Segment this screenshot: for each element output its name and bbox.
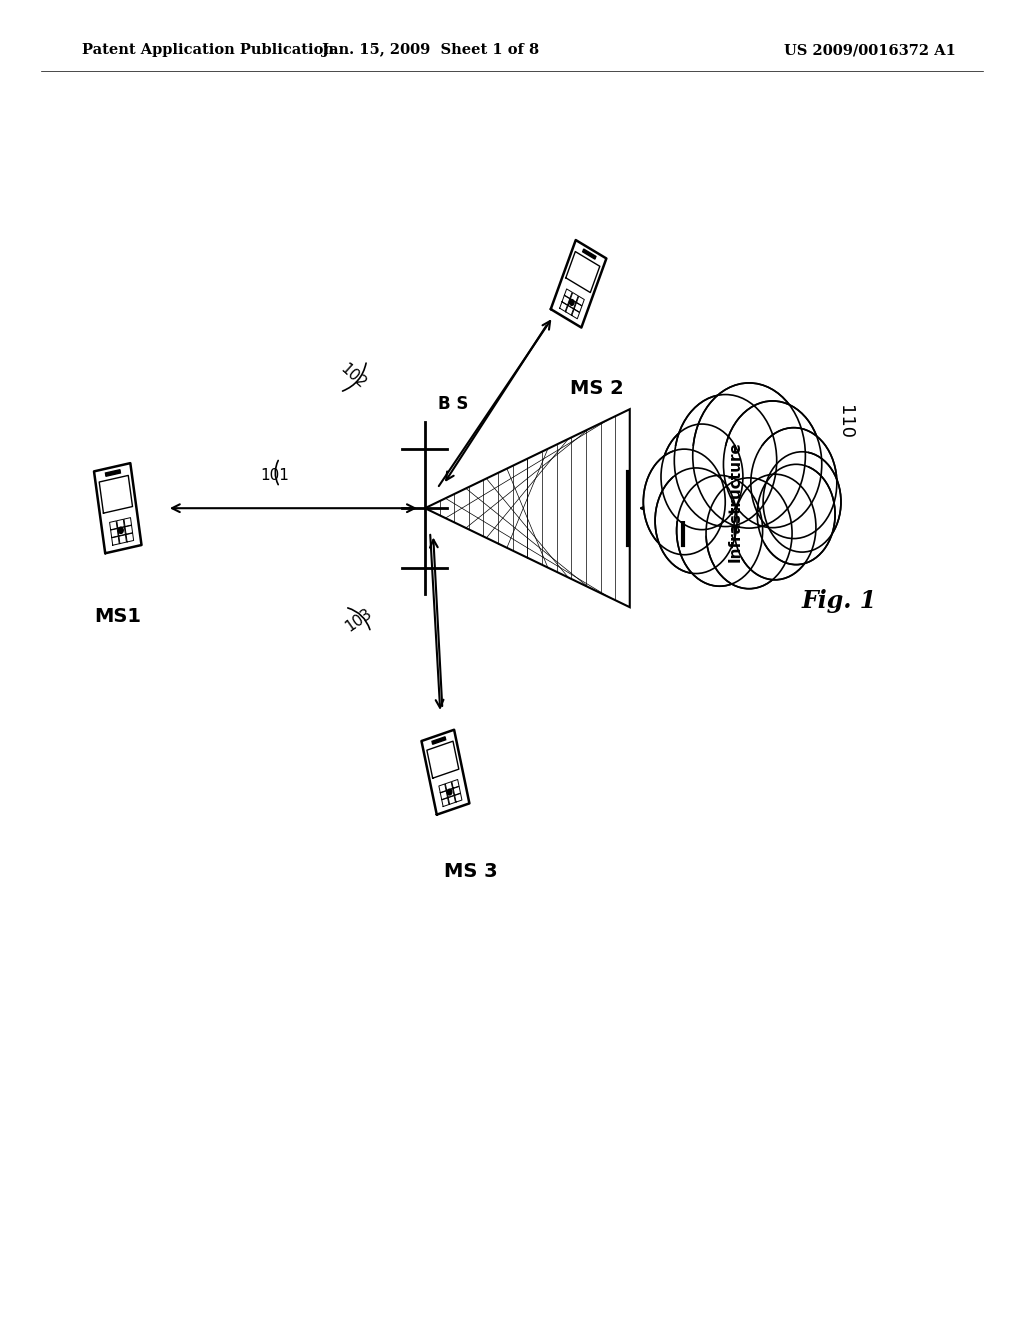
Text: B S: B S: [438, 395, 469, 413]
Circle shape: [734, 474, 816, 579]
Circle shape: [447, 789, 452, 795]
Text: 110: 110: [836, 405, 854, 440]
Text: 101: 101: [260, 467, 289, 483]
Text: 102: 102: [338, 360, 369, 392]
Text: Patent Application Publication: Patent Application Publication: [82, 44, 334, 57]
Circle shape: [757, 465, 836, 565]
Polygon shape: [583, 249, 596, 259]
Circle shape: [662, 424, 743, 529]
Circle shape: [655, 467, 737, 573]
Polygon shape: [673, 446, 808, 520]
Circle shape: [751, 428, 837, 539]
Text: MS 2: MS 2: [570, 379, 624, 397]
Circle shape: [677, 475, 763, 586]
Circle shape: [706, 478, 793, 589]
Text: 103: 103: [342, 606, 375, 635]
Circle shape: [723, 401, 821, 528]
Text: Jan. 15, 2009  Sheet 1 of 8: Jan. 15, 2009 Sheet 1 of 8: [322, 44, 539, 57]
Polygon shape: [432, 737, 445, 744]
Text: US 2009/0016372 A1: US 2009/0016372 A1: [784, 44, 956, 57]
Circle shape: [692, 383, 805, 528]
Circle shape: [569, 300, 574, 305]
Text: Infrastructure: Infrastructure: [728, 441, 742, 562]
Circle shape: [119, 527, 123, 533]
Circle shape: [674, 395, 777, 527]
Text: Fig. 1: Fig. 1: [802, 589, 878, 612]
Text: MS 3: MS 3: [444, 862, 498, 880]
Text: MS1: MS1: [94, 607, 141, 626]
Circle shape: [643, 449, 725, 554]
Circle shape: [698, 457, 776, 557]
Polygon shape: [105, 470, 121, 477]
Circle shape: [763, 451, 841, 552]
